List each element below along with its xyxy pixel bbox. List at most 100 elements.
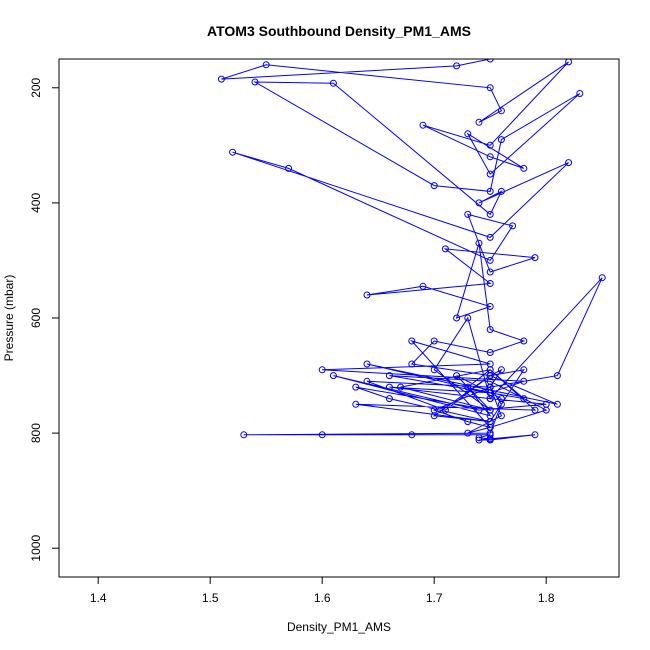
data-point — [329, 79, 337, 87]
data-point — [520, 164, 528, 172]
data-point — [385, 395, 393, 403]
data-point — [576, 90, 584, 97]
data-point — [430, 366, 438, 374]
data-point — [486, 431, 494, 439]
y-tick-label: 400 — [29, 193, 43, 213]
data-point — [531, 431, 539, 439]
data-point — [419, 121, 427, 129]
data-point — [520, 337, 528, 345]
data-point — [430, 182, 438, 190]
data-point — [217, 75, 225, 83]
data-point — [486, 153, 494, 161]
data-point — [486, 84, 494, 92]
data-point — [475, 118, 483, 126]
data-point — [565, 159, 573, 167]
data-point — [318, 431, 326, 439]
data-point — [565, 59, 573, 66]
data-point — [408, 337, 416, 345]
data-point — [453, 62, 461, 70]
data-point — [497, 187, 505, 195]
x-tick-label: 1.4 — [90, 591, 107, 605]
data-point — [486, 303, 494, 310]
data-point — [553, 400, 561, 408]
data-point — [531, 254, 539, 262]
data-point — [352, 383, 360, 391]
y-axis-ticks: 200 400 600 800 1000 — [29, 77, 59, 562]
data-point — [486, 170, 494, 178]
data-point — [486, 256, 494, 264]
data-point — [497, 400, 505, 408]
data-point — [486, 383, 494, 391]
data-point — [553, 372, 561, 380]
data-point — [486, 349, 494, 356]
x-axis-ticks: 1.4 1.5 1.6 1.7 1.8 — [90, 577, 555, 605]
x-tick-label: 1.6 — [314, 591, 331, 605]
data-point — [542, 406, 550, 414]
data-point — [464, 210, 472, 218]
data-point — [497, 412, 505, 420]
data-point — [419, 282, 427, 290]
data-point — [363, 377, 371, 385]
data-point — [262, 61, 270, 69]
data-point — [464, 383, 472, 391]
data-point — [486, 141, 494, 149]
data-point — [486, 280, 494, 287]
data-point — [531, 406, 539, 414]
data-point — [486, 187, 494, 195]
y-tick-label: 1000 — [29, 535, 43, 562]
data-point — [486, 366, 494, 374]
y-tick-label: 600 — [29, 308, 43, 328]
data-point — [430, 337, 438, 345]
data-point — [464, 314, 472, 322]
data-point — [352, 400, 360, 408]
data-point — [486, 326, 494, 333]
data-point — [497, 366, 505, 374]
chart-title: ATOM3 Southbound Density_PM1_AMS — [207, 23, 471, 39]
data-point — [520, 366, 528, 374]
series-line — [221, 59, 603, 441]
data-point — [251, 78, 259, 86]
data-point — [497, 136, 505, 144]
plot-frame — [58, 58, 620, 578]
data-point — [598, 274, 606, 282]
data-point — [475, 436, 483, 444]
data-point — [475, 406, 483, 414]
y-tick-label: 800 — [29, 423, 43, 443]
data-point — [497, 107, 505, 115]
data-point — [486, 435, 494, 443]
data-point — [453, 314, 461, 322]
data-point — [486, 233, 494, 241]
series-layer — [217, 59, 606, 444]
data-point — [441, 245, 449, 253]
data-point — [453, 372, 461, 380]
data-point — [520, 377, 528, 385]
data-point — [475, 434, 483, 442]
data-point — [464, 418, 472, 426]
data-point — [318, 366, 326, 374]
data-point — [464, 429, 472, 437]
data-point — [486, 59, 494, 63]
y-axis-label: Pressure (mbar) — [2, 275, 16, 362]
data-point — [520, 395, 528, 403]
data-point — [229, 148, 237, 156]
data-point — [408, 360, 416, 368]
data-point — [385, 383, 393, 391]
data-point — [363, 291, 371, 299]
data-point — [509, 222, 517, 230]
data-point — [475, 199, 483, 207]
x-tick-label: 1.8 — [538, 591, 555, 605]
data-point — [397, 383, 405, 391]
y-tick-label: 200 — [29, 77, 43, 97]
data-point — [408, 431, 416, 439]
data-point — [240, 431, 248, 439]
x-axis-label: Density_PM1_AMS — [287, 620, 391, 634]
data-point — [385, 372, 393, 380]
data-point — [486, 406, 494, 414]
data-point — [363, 360, 371, 368]
data-point — [486, 268, 494, 276]
x-tick-label: 1.5 — [202, 591, 219, 605]
data-point — [285, 164, 293, 172]
data-point — [441, 406, 449, 414]
data-point — [430, 406, 438, 414]
